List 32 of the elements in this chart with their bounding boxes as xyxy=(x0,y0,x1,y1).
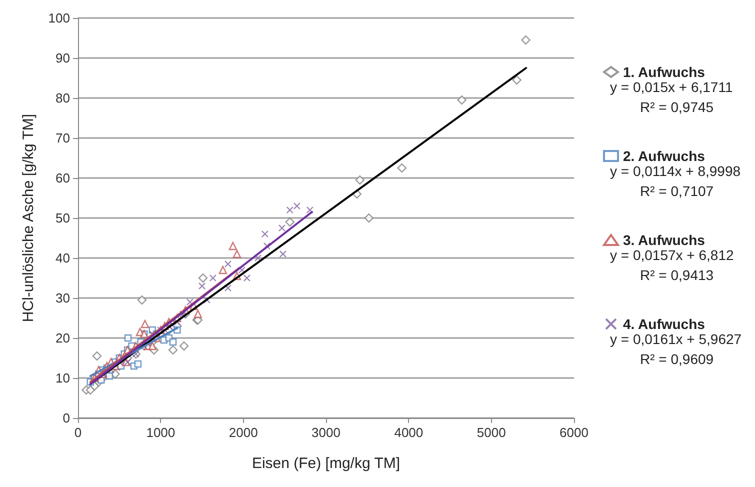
x-tick-label: 6000 xyxy=(560,425,588,440)
y-tick-label: 20 xyxy=(56,330,70,346)
text: y = 0,015x + 6,1711 xyxy=(610,79,733,95)
text: R² = 0,9609 xyxy=(640,351,714,367)
y-tick-label: 0 xyxy=(62,410,70,426)
x-tick-label: 3000 xyxy=(312,425,340,440)
y-tick-label: 10 xyxy=(56,370,70,386)
text: y = 0,0161x + 5,9627 xyxy=(610,331,742,347)
y-tick-label: 30 xyxy=(56,290,70,306)
text: R² = 0,9413 xyxy=(640,267,714,283)
text: R² = 0,7107 xyxy=(640,183,714,199)
y-tick-label: 60 xyxy=(56,170,70,186)
legend-label: 1. Aufwuchs xyxy=(623,64,706,80)
x-tick-label: 4000 xyxy=(394,425,424,440)
y-tick-label: 70 xyxy=(56,130,70,146)
legend-label: 4. Aufwuchs xyxy=(623,316,706,332)
text: y = 0,0114x + 8,9998 xyxy=(610,163,741,179)
y-tick-label: 100 xyxy=(48,10,70,26)
text: y = 0,0157x + 6,812 xyxy=(610,247,734,263)
text: R² = 0,9745 xyxy=(640,99,714,115)
y-axis-title: HCl-unlösliche Asche [g/kg TM] xyxy=(20,114,37,322)
x-tick-label: 5000 xyxy=(476,425,506,440)
x-tick-label: 0 xyxy=(74,425,82,440)
y-tick-label: 40 xyxy=(56,250,70,266)
legend-label: 3. Aufwuchs xyxy=(623,232,706,248)
x-axis-title: Eisen (Fe) [mg/kg TM] xyxy=(252,455,400,472)
legend-label: 2. Aufwuchs xyxy=(623,148,706,164)
x-tick-label: 1000 xyxy=(146,425,176,440)
y-tick-label: 50 xyxy=(56,210,70,226)
x-tick-label: 2000 xyxy=(228,425,258,440)
y-tick-label: 80 xyxy=(56,90,70,106)
y-tick-label: 90 xyxy=(56,50,70,66)
